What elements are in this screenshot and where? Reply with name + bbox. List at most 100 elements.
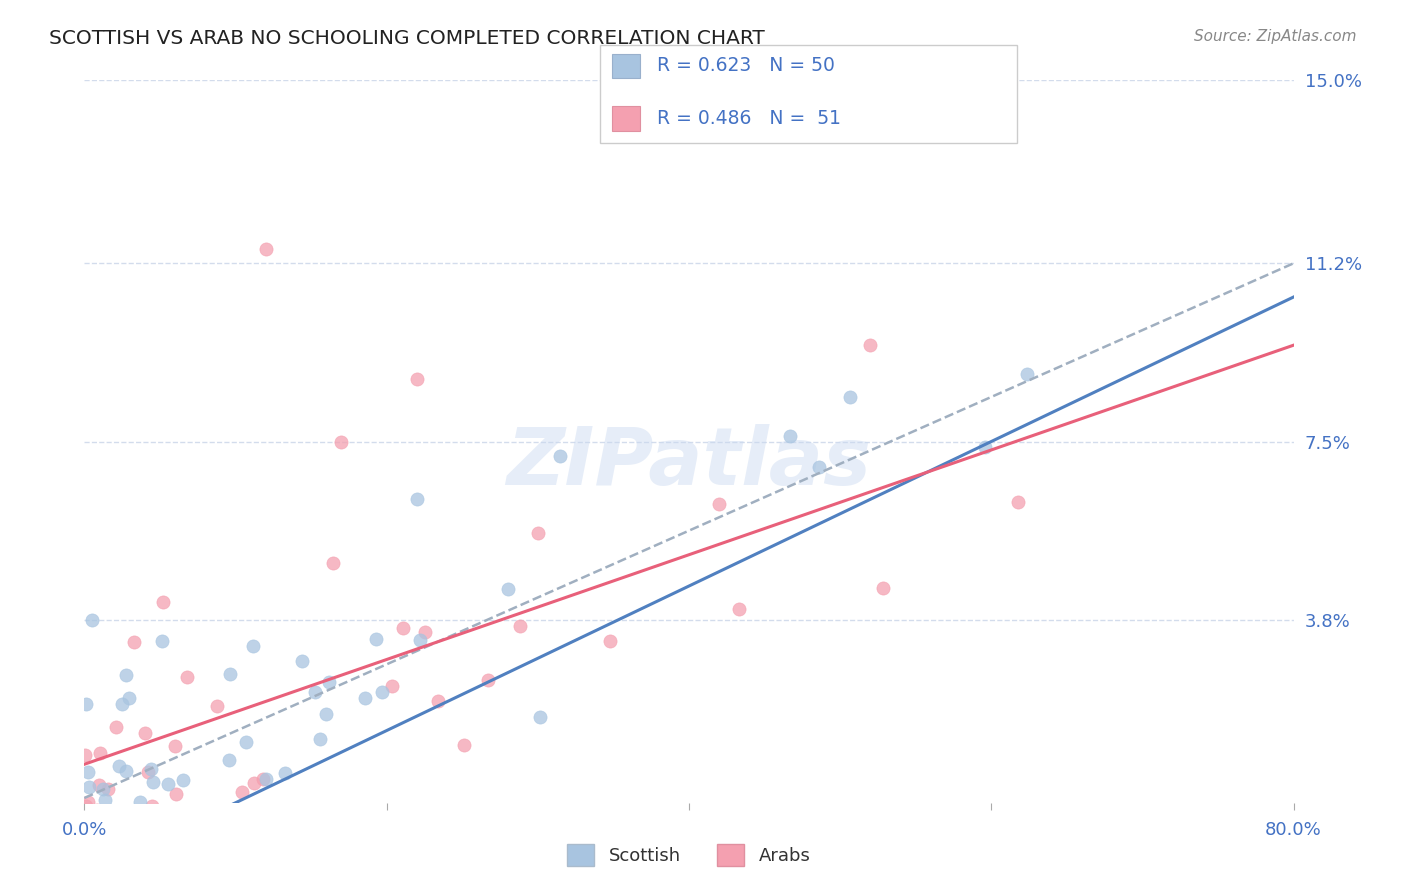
Text: SCOTTISH VS ARAB NO SCHOOLING COMPLETED CORRELATION CHART: SCOTTISH VS ARAB NO SCHOOLING COMPLETED … (49, 29, 765, 47)
Point (333, 820, 356, 834)
Point (252, 772, 274, 786)
Point (263, 820, 285, 834)
Text: R = 0.623   N = 50: R = 0.623 N = 50 (657, 55, 835, 75)
Point (115, 764, 138, 778)
Point (872, 582, 894, 596)
Point (408, 632, 430, 647)
Legend: Scottish, Arabs: Scottish, Arabs (560, 837, 818, 873)
Point (111, 697, 134, 711)
Point (527, 526, 550, 541)
Point (529, 710, 551, 724)
Point (381, 679, 404, 693)
Point (75, 697, 97, 711)
Point (1007, 495, 1029, 509)
Point (77, 780, 100, 795)
Point (509, 618, 531, 632)
Point (134, 726, 156, 740)
Point (807, 459, 830, 474)
Point (1015, 367, 1038, 381)
Point (77, 868, 100, 882)
Point (242, 639, 264, 653)
Point (157, 777, 180, 791)
Point (82, 860, 104, 874)
Point (159, 820, 181, 834)
Point (599, 634, 621, 648)
Point (98, 820, 121, 834)
Point (477, 673, 499, 688)
Point (235, 734, 257, 748)
Point (291, 654, 314, 668)
Point (105, 720, 128, 734)
Point (366, 632, 388, 647)
Point (304, 684, 326, 698)
Point (141, 799, 163, 814)
Point (77, 765, 100, 780)
Point (309, 732, 332, 747)
Point (218, 666, 240, 681)
Point (231, 784, 253, 798)
Point (153, 820, 176, 834)
Point (231, 820, 253, 834)
Point (176, 670, 198, 684)
Point (330, 434, 353, 449)
Point (498, 582, 520, 597)
Point (128, 820, 150, 834)
Point (172, 772, 194, 787)
Point (242, 776, 264, 790)
Point (318, 675, 340, 690)
Point (254, 242, 277, 256)
Point (121, 837, 143, 851)
Point (859, 338, 882, 352)
Point (550, 449, 572, 463)
Point (75, 816, 97, 830)
Point (406, 492, 429, 507)
Point (391, 621, 413, 635)
Point (427, 694, 450, 708)
Point (76, 795, 98, 809)
Point (254, 772, 277, 786)
Point (103, 867, 125, 881)
Point (709, 497, 731, 511)
Text: ZIPatlas: ZIPatlas (506, 425, 872, 502)
Point (406, 372, 429, 386)
Point (839, 390, 862, 404)
Point (93, 820, 115, 834)
Point (94, 793, 117, 807)
Point (274, 766, 297, 780)
Point (315, 706, 337, 721)
Point (150, 633, 173, 648)
Point (115, 668, 138, 682)
Point (322, 556, 344, 570)
Point (141, 762, 163, 776)
Point (453, 739, 475, 753)
Point (134, 820, 156, 834)
Point (728, 602, 751, 616)
Point (75, 798, 97, 813)
Point (779, 428, 801, 442)
Point (128, 795, 150, 809)
Point (118, 690, 141, 705)
Point (262, 820, 284, 834)
Point (218, 753, 240, 767)
Point (165, 862, 187, 876)
Point (91, 782, 114, 797)
Point (87, 811, 110, 825)
Point (89, 858, 111, 872)
Point (97, 781, 120, 796)
Point (136, 764, 159, 779)
Point (73, 748, 96, 763)
Text: Source: ZipAtlas.com: Source: ZipAtlas.com (1194, 29, 1357, 44)
Point (120, 806, 142, 821)
Point (165, 788, 187, 802)
Point (152, 595, 174, 609)
Point (142, 775, 165, 789)
Point (413, 625, 436, 640)
Point (205, 698, 228, 713)
Point (110, 868, 132, 882)
Point (96, 820, 118, 834)
Point (91, 820, 114, 834)
Text: R = 0.486   N =  51: R = 0.486 N = 51 (657, 109, 841, 128)
Point (371, 684, 394, 698)
Point (108, 759, 131, 773)
Point (89, 746, 111, 760)
